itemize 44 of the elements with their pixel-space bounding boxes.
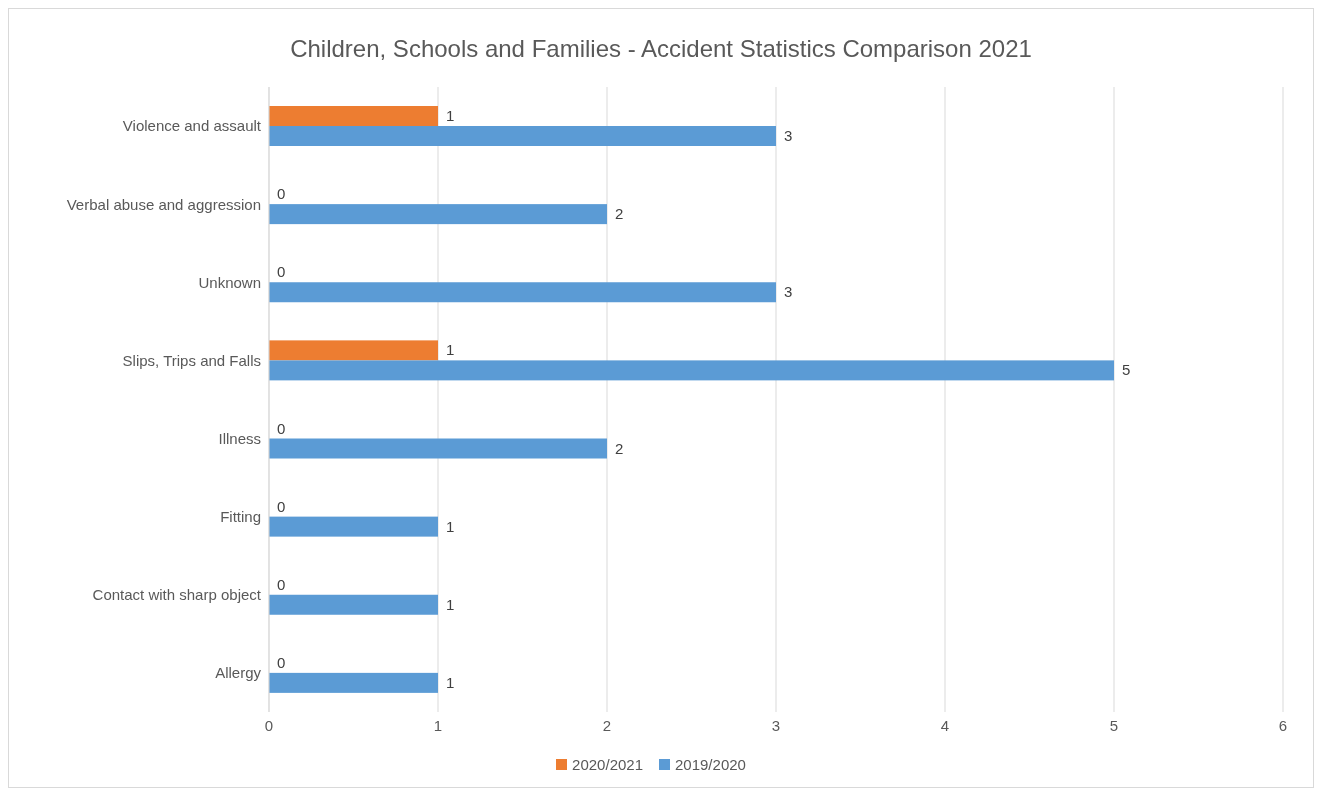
data-label: 1 — [446, 341, 455, 359]
bar — [269, 340, 438, 361]
y-tick-label: Violence and assault — [122, 117, 262, 135]
x-tick-label: 3 — [771, 716, 781, 734]
data-label: 2 — [615, 205, 624, 223]
data-label: 3 — [784, 127, 793, 144]
data-label: 0 — [277, 185, 286, 203]
data-label: 5 — [1122, 361, 1131, 379]
data-label: 0 — [277, 419, 286, 437]
x-tick-label: 4 — [940, 716, 950, 734]
y-tick-label: Verbal abuse and aggression — [66, 195, 261, 213]
y-tick-label: Fitting — [220, 508, 261, 526]
data-label: 0 — [277, 263, 286, 281]
bar — [269, 438, 607, 459]
data-label: 0 — [277, 653, 286, 671]
data-label: 2 — [615, 439, 624, 457]
legend-label: 2019/2020 — [674, 756, 746, 773]
data-label: 1 — [446, 673, 455, 691]
data-label: 0 — [277, 497, 286, 515]
bar — [269, 106, 438, 126]
y-tick-label: Slips, Trips and Falls — [122, 351, 261, 369]
bar — [269, 594, 438, 615]
data-label: 0 — [277, 575, 286, 593]
bar — [269, 282, 776, 303]
x-tick-label: 2 — [602, 716, 612, 734]
chart-title: Children, Schools and Families - Accident Statistics Comparison 2021 — [289, 34, 1033, 63]
x-tick-label: 5 — [1109, 716, 1119, 734]
x-tick-label: 0 — [264, 716, 274, 734]
bar — [269, 204, 607, 225]
x-tick-label: 1 — [433, 716, 443, 734]
bar — [269, 126, 776, 146]
data-label: 1 — [446, 517, 455, 535]
y-tick-label: Contact with sharp object — [92, 586, 262, 604]
x-tick-label: 6 — [1278, 716, 1288, 734]
bar — [269, 360, 1114, 381]
data-label: 3 — [784, 283, 793, 301]
bar — [269, 672, 438, 693]
y-tick-label: Illness — [218, 429, 261, 447]
y-tick-label: Allergy — [215, 664, 262, 682]
legend-label: 2020/2021 — [571, 756, 643, 773]
data-label: 1 — [446, 107, 455, 124]
bar — [269, 516, 438, 537]
y-tick-label: Unknown — [198, 273, 261, 291]
data-label: 1 — [446, 595, 455, 613]
